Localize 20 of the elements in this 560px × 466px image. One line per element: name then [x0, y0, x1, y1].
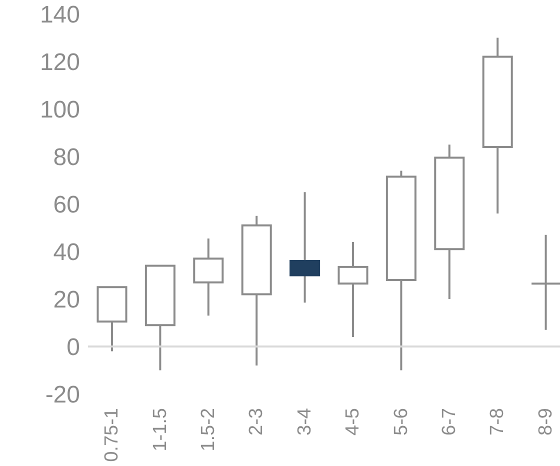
x-tick-label: 1.5-2 [198, 408, 219, 452]
x-tick-label: 0.75-1 [102, 408, 123, 462]
y-tick-label: 20 [53, 286, 80, 314]
y-tick-label: 120 [40, 49, 80, 76]
x-tick-label: 3-4 [294, 408, 316, 436]
y-tick-label: 60 [53, 192, 80, 219]
y-tick-label: 140 [40, 2, 80, 29]
x-tick-label: 8-9 [535, 408, 556, 436]
y-tick-label: 40 [53, 239, 80, 266]
x-tick-label: 1-1.5 [150, 408, 171, 452]
x-tick-label: 6-7 [439, 408, 460, 436]
x-tick-label: 4-5 [342, 408, 364, 436]
y-tick-label: 80 [53, 144, 80, 172]
x-tick-label: 7-8 [487, 408, 508, 436]
y-tick-label: -20 [45, 382, 80, 409]
x-tick-label: 5-6 [390, 408, 412, 436]
y-tick-label: 0 [66, 334, 80, 362]
x-tick-label: 2-3 [246, 408, 268, 436]
y-tick-label: 100 [40, 96, 80, 124]
candlestick [530, 234, 560, 331]
